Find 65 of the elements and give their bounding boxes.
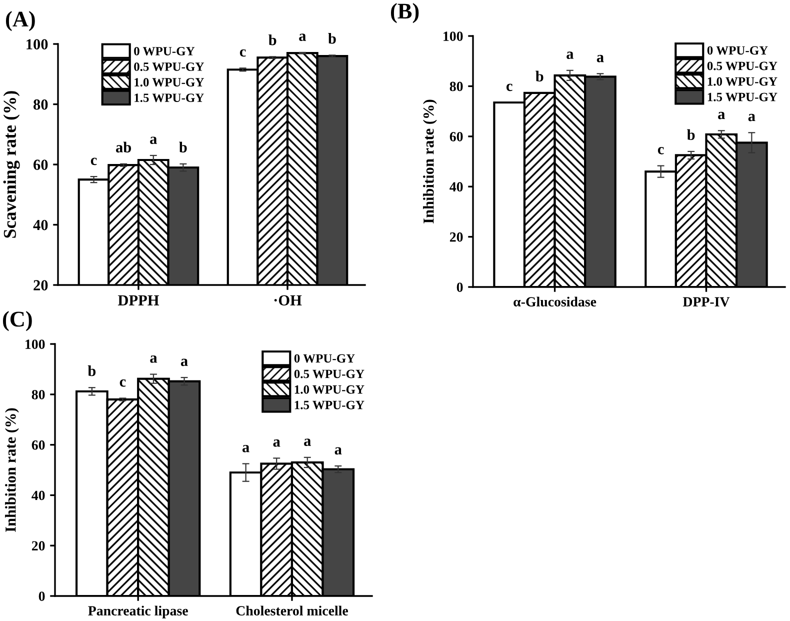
legend-label: 0 WPU-GY <box>134 46 195 56</box>
y-axis-title: Inhibition rate (%) <box>423 100 437 224</box>
legend-label: 1.0 WPU-GY <box>294 385 364 394</box>
y-tick-label: 60 <box>32 440 45 450</box>
legend-label: 1.0 WPU-GY <box>708 77 778 86</box>
y-tick-label: 40 <box>33 220 48 230</box>
y-tick-label: 100 <box>26 340 45 349</box>
data-label: a <box>334 447 342 455</box>
y-tick-label: 60 <box>34 160 48 170</box>
legend-label: 1.5 WPU-GY <box>708 92 778 102</box>
data-label: a <box>150 136 157 144</box>
y-tick-label: 40 <box>450 182 463 192</box>
y-tick-label: 0 <box>38 592 45 601</box>
data-label: b <box>268 34 276 46</box>
legend-label: 0.5 WPU-GY <box>707 62 778 70</box>
x-tick-label: ·OH <box>274 295 302 306</box>
y-tick-label: 80 <box>450 82 463 92</box>
y-tick-label: 20 <box>34 280 48 290</box>
data-label: ab <box>116 142 132 152</box>
legend-label: 0 WPU-GY <box>707 46 768 55</box>
data-label: a <box>273 439 280 447</box>
data-label: b <box>536 70 544 82</box>
data-label: a <box>299 34 306 41</box>
data-label: a <box>180 358 188 366</box>
x-tick-label: DPPH <box>118 295 160 306</box>
data-label: a <box>748 114 756 122</box>
data-label: b <box>687 129 695 140</box>
y-axis-title: Inhibition rate (%) <box>5 408 19 532</box>
data-label: c <box>506 84 512 92</box>
chart-title: (A) <box>6 11 35 32</box>
data-label: c <box>120 379 126 387</box>
data-label: b <box>328 32 336 44</box>
data-label: b <box>88 365 96 376</box>
y-tick-label: 0 <box>456 282 463 292</box>
y-tick-label: 40 <box>32 490 45 500</box>
x-tick-label: α-Glucosidase <box>514 296 596 307</box>
legend-label: 1.5 WPU-GY <box>134 94 204 102</box>
legend-label: 1.0 WPU-GY <box>134 78 204 87</box>
y-tick-label: 60 <box>450 132 463 142</box>
y-axis-title: Scavening rate (%) <box>3 91 20 238</box>
x-tick-label: DPP-IV <box>682 297 730 307</box>
legend-label: 0 WPU-GY <box>294 354 355 363</box>
data-label: b <box>179 142 187 152</box>
data-label: c <box>658 146 664 154</box>
legend-label: 0.5 WPU-GY <box>294 370 364 378</box>
y-tick-label: 20 <box>450 232 463 242</box>
y-tick-label: 80 <box>32 390 45 400</box>
legend-label: 1.5 WPU-GY <box>294 400 364 410</box>
legend-label: 0.5 WPU-GY <box>134 62 204 71</box>
data-label: c <box>90 158 97 166</box>
data-label: a <box>304 438 311 446</box>
data-label: a <box>242 444 250 452</box>
y-tick-label: 80 <box>34 99 48 110</box>
chart-title: (B) <box>390 3 419 24</box>
data-label: a <box>150 355 158 363</box>
data-label: c <box>240 49 246 57</box>
data-label: a <box>566 52 574 59</box>
x-tick-label: Pancreatic lipase <box>88 606 188 618</box>
chart-title: (C) <box>2 311 32 332</box>
y-tick-label: 20 <box>32 541 45 551</box>
y-tick-label: 100 <box>444 32 463 41</box>
y-tick-label: 100 <box>26 39 48 50</box>
data-label: a <box>718 112 725 120</box>
data-label: a <box>596 54 604 62</box>
x-tick-label: Cholesterol micelle <box>236 606 348 616</box>
